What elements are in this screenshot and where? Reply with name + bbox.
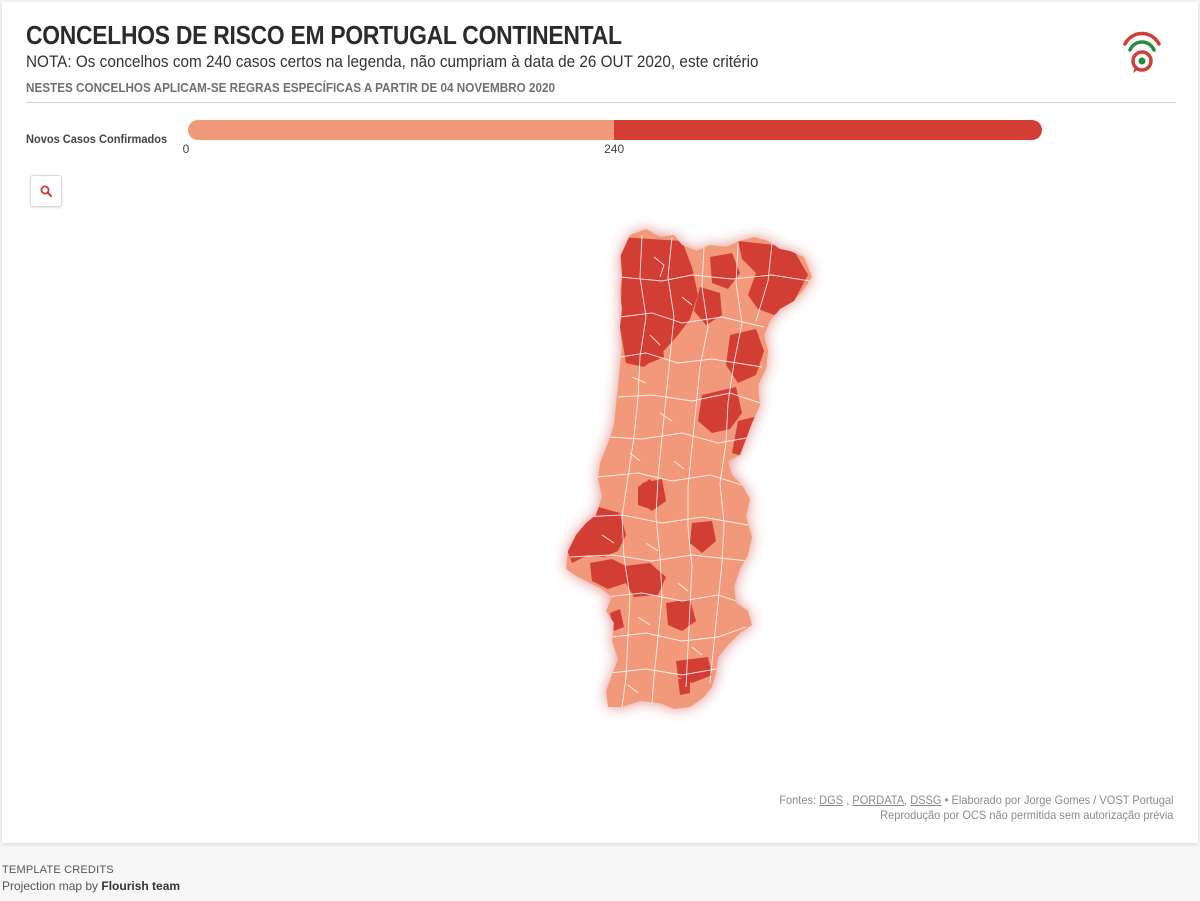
sources-credit: Fontes: DGS , PORDATA, DSSG • Elaborado …	[778, 793, 1173, 822]
legend-title: Novos Casos Confirmados	[26, 132, 168, 146]
page-note: NESTES CONCELHOS APLICAM-SE REGRAS ESPEC…	[26, 80, 555, 95]
chart-card: CONCELHOS DE RISCO EM PORTUGAL CONTINENT…	[2, 2, 1198, 843]
author-credit: • Elaborado por Jorge Gomes / VOST Portu…	[944, 793, 1173, 807]
municipality-cluster-northeast[interactable]	[738, 241, 808, 315]
municipality-faro-area[interactable]	[678, 679, 690, 695]
legend-color-scale	[188, 120, 1042, 140]
vost-logo-icon	[1123, 31, 1161, 73]
source-link-dssg[interactable]: DSSG	[909, 793, 942, 807]
municipality-beja-area[interactable]	[666, 599, 696, 631]
legend-tick-min: 0	[182, 142, 190, 156]
page-title: CONCELHOS DE RISCO EM PORTUGAL CONTINENT…	[26, 20, 622, 50]
template-credits-label: TEMPLATE CREDITS	[2, 864, 114, 876]
template-credits: TEMPLATE CREDITS Projection map by Flour…	[2, 862, 180, 894]
search-button[interactable]	[30, 175, 62, 207]
municipality-north-interior[interactable]	[710, 253, 740, 289]
source-link-dgs[interactable]: DGS	[818, 793, 843, 807]
legend-segment-below-threshold	[188, 120, 615, 140]
page-subtitle: NOTA: Os concelhos com 240 casos certos …	[26, 52, 759, 71]
sources-prefix: Fontes:	[778, 793, 816, 807]
municipality-setubal-area[interactable]	[590, 559, 628, 589]
municipality-guarda-area[interactable]	[726, 329, 764, 383]
search-icon	[40, 185, 52, 197]
municipality-santarem-area[interactable]	[640, 479, 666, 511]
municipality-alcacer-area[interactable]	[616, 563, 666, 597]
municipality-borders	[569, 234, 811, 708]
source-link-pordata[interactable]: PORDATA	[851, 793, 904, 807]
municipality-covilha-area[interactable]	[698, 387, 742, 433]
municipality-cluster-northwest[interactable]	[620, 237, 698, 367]
municipality-algarve-east[interactable]	[676, 657, 712, 683]
template-credits-team[interactable]: Flourish team	[101, 879, 181, 893]
legend-tick-threshold: 240	[604, 142, 625, 156]
municipality-aveiro-area[interactable]	[648, 337, 664, 363]
portugal-choropleth-map[interactable]	[542, 217, 832, 727]
rights-notice: Reprodução por OCS não permitida sem aut…	[879, 808, 1173, 822]
municipality-evora-area[interactable]	[690, 521, 716, 553]
municipality-north-central[interactable]	[694, 287, 722, 325]
header-divider	[26, 102, 1176, 103]
legend-segment-above-threshold	[614, 120, 1042, 140]
high-risk-municipalities	[566, 237, 808, 695]
template-credits-text: Projection map by	[2, 879, 99, 893]
